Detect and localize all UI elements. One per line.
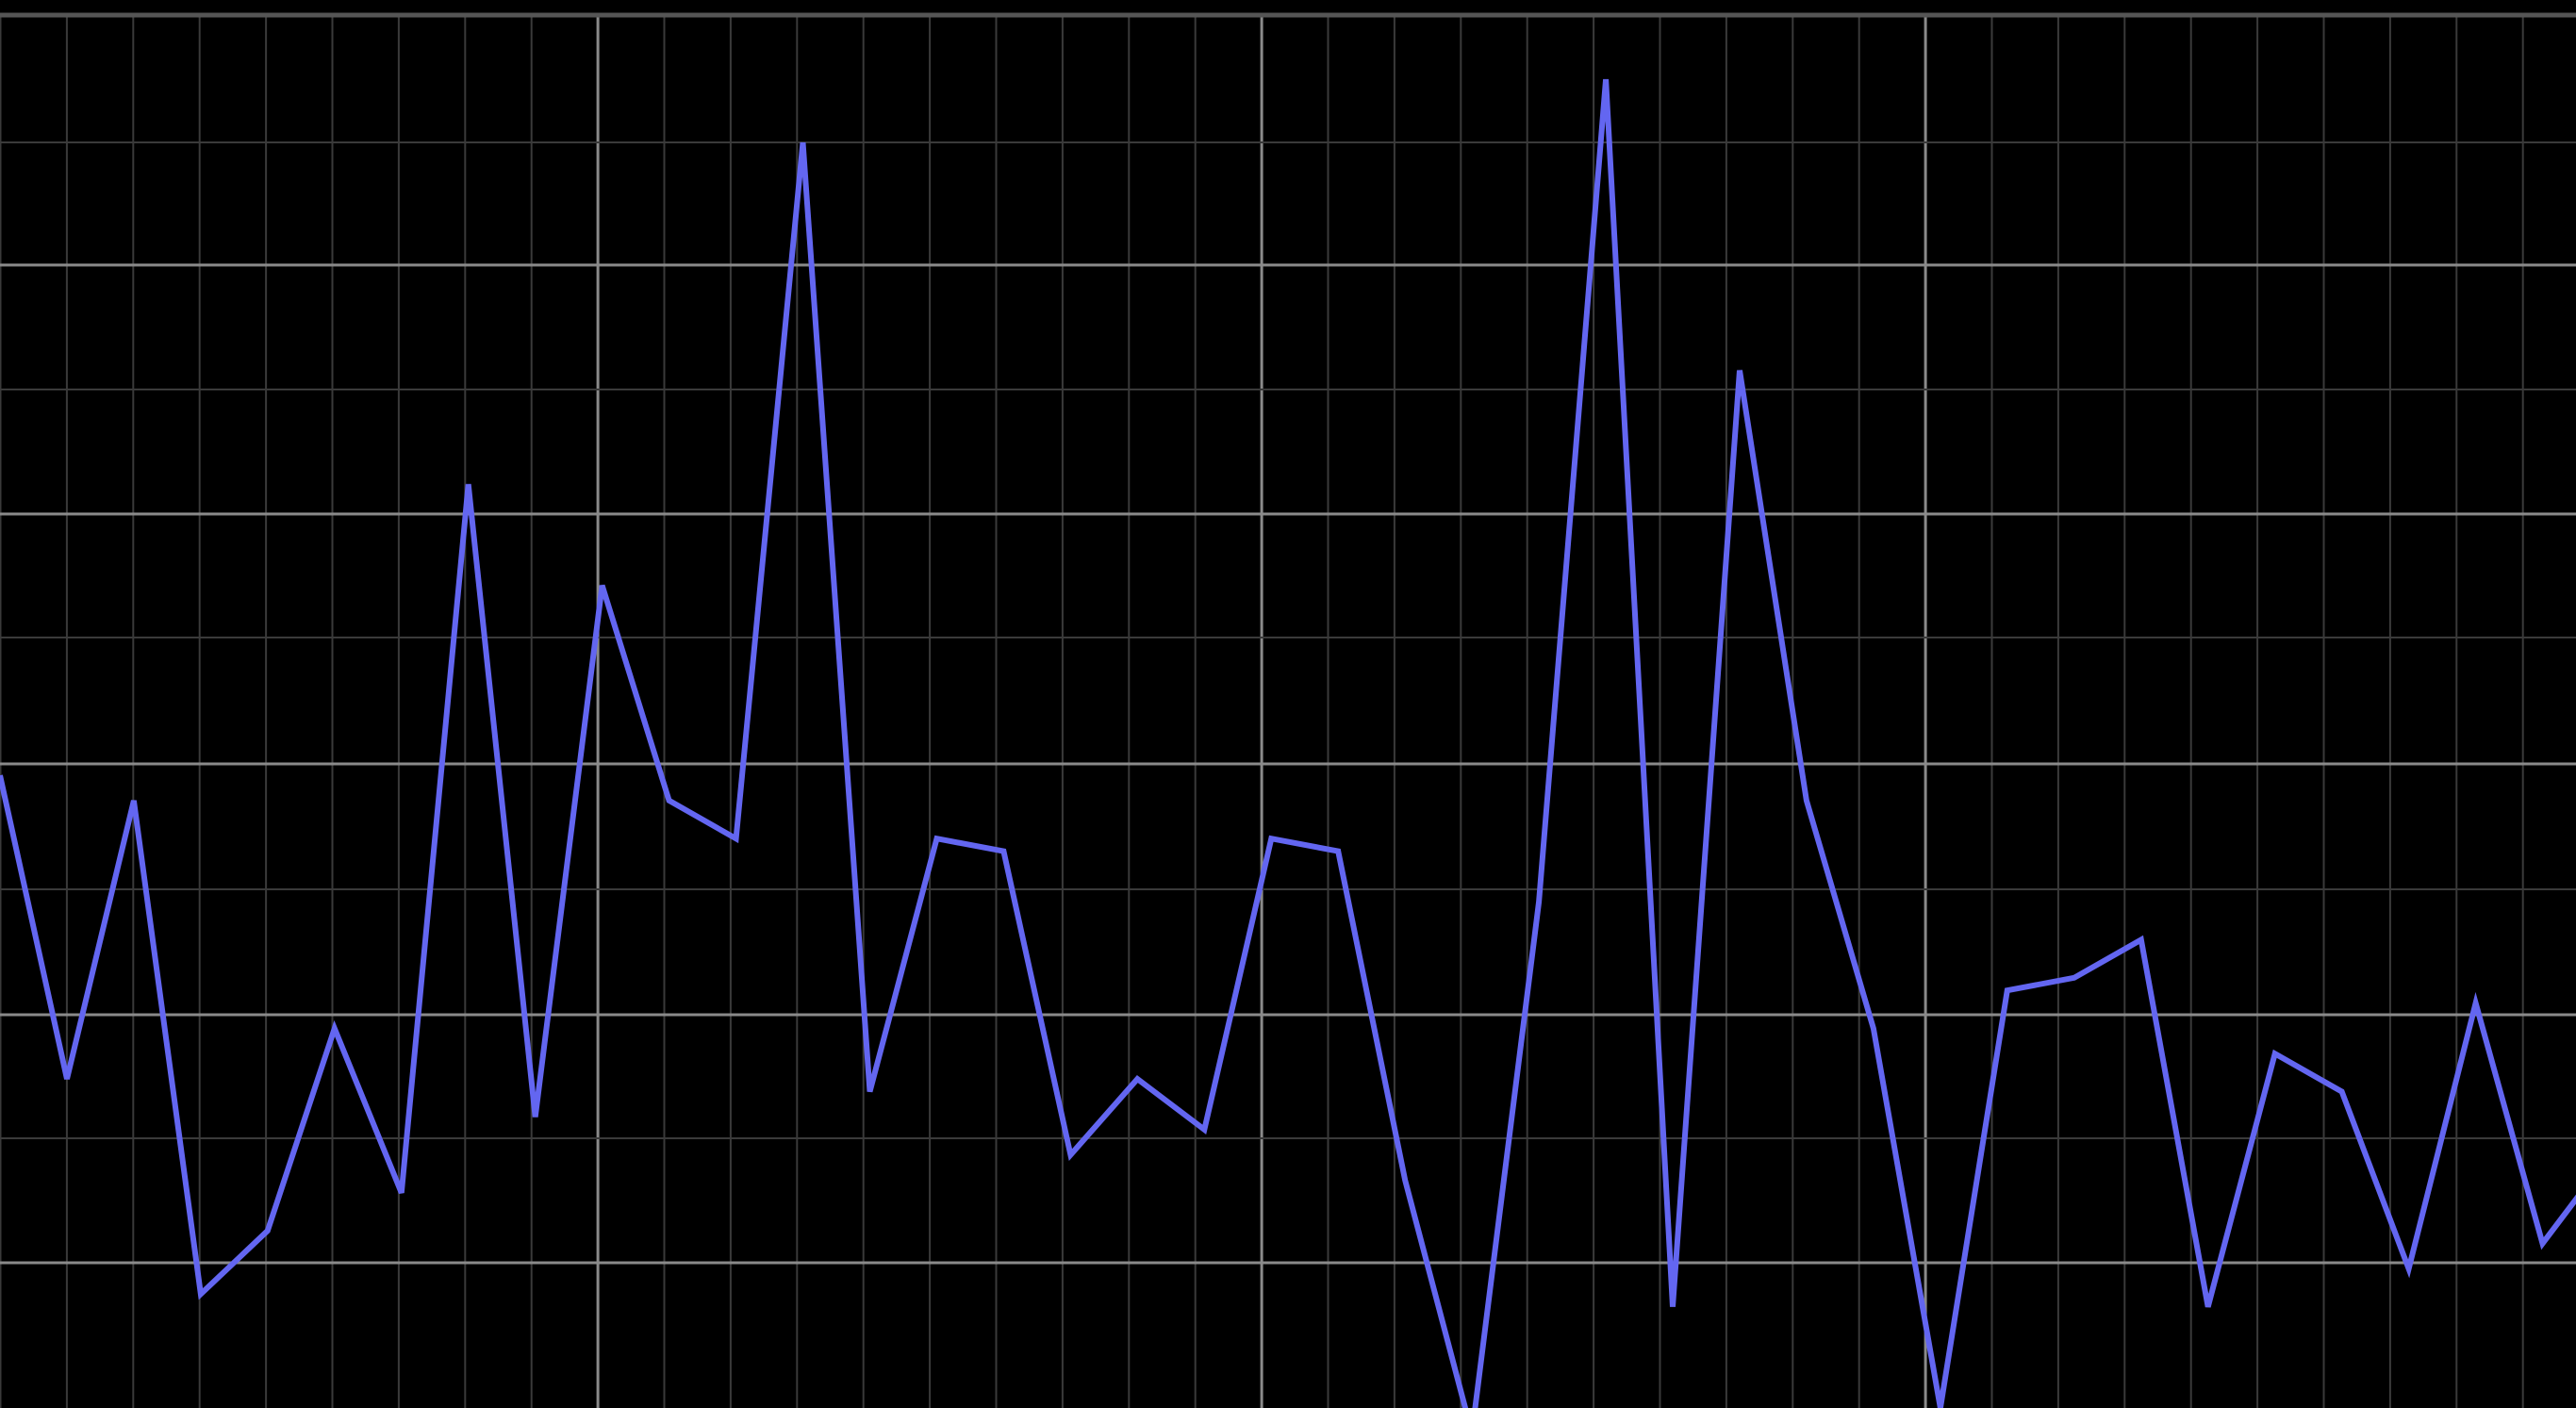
grid (0, 16, 2576, 1408)
series-layer (0, 78, 2576, 1408)
series-line-0 (0, 78, 2576, 1408)
